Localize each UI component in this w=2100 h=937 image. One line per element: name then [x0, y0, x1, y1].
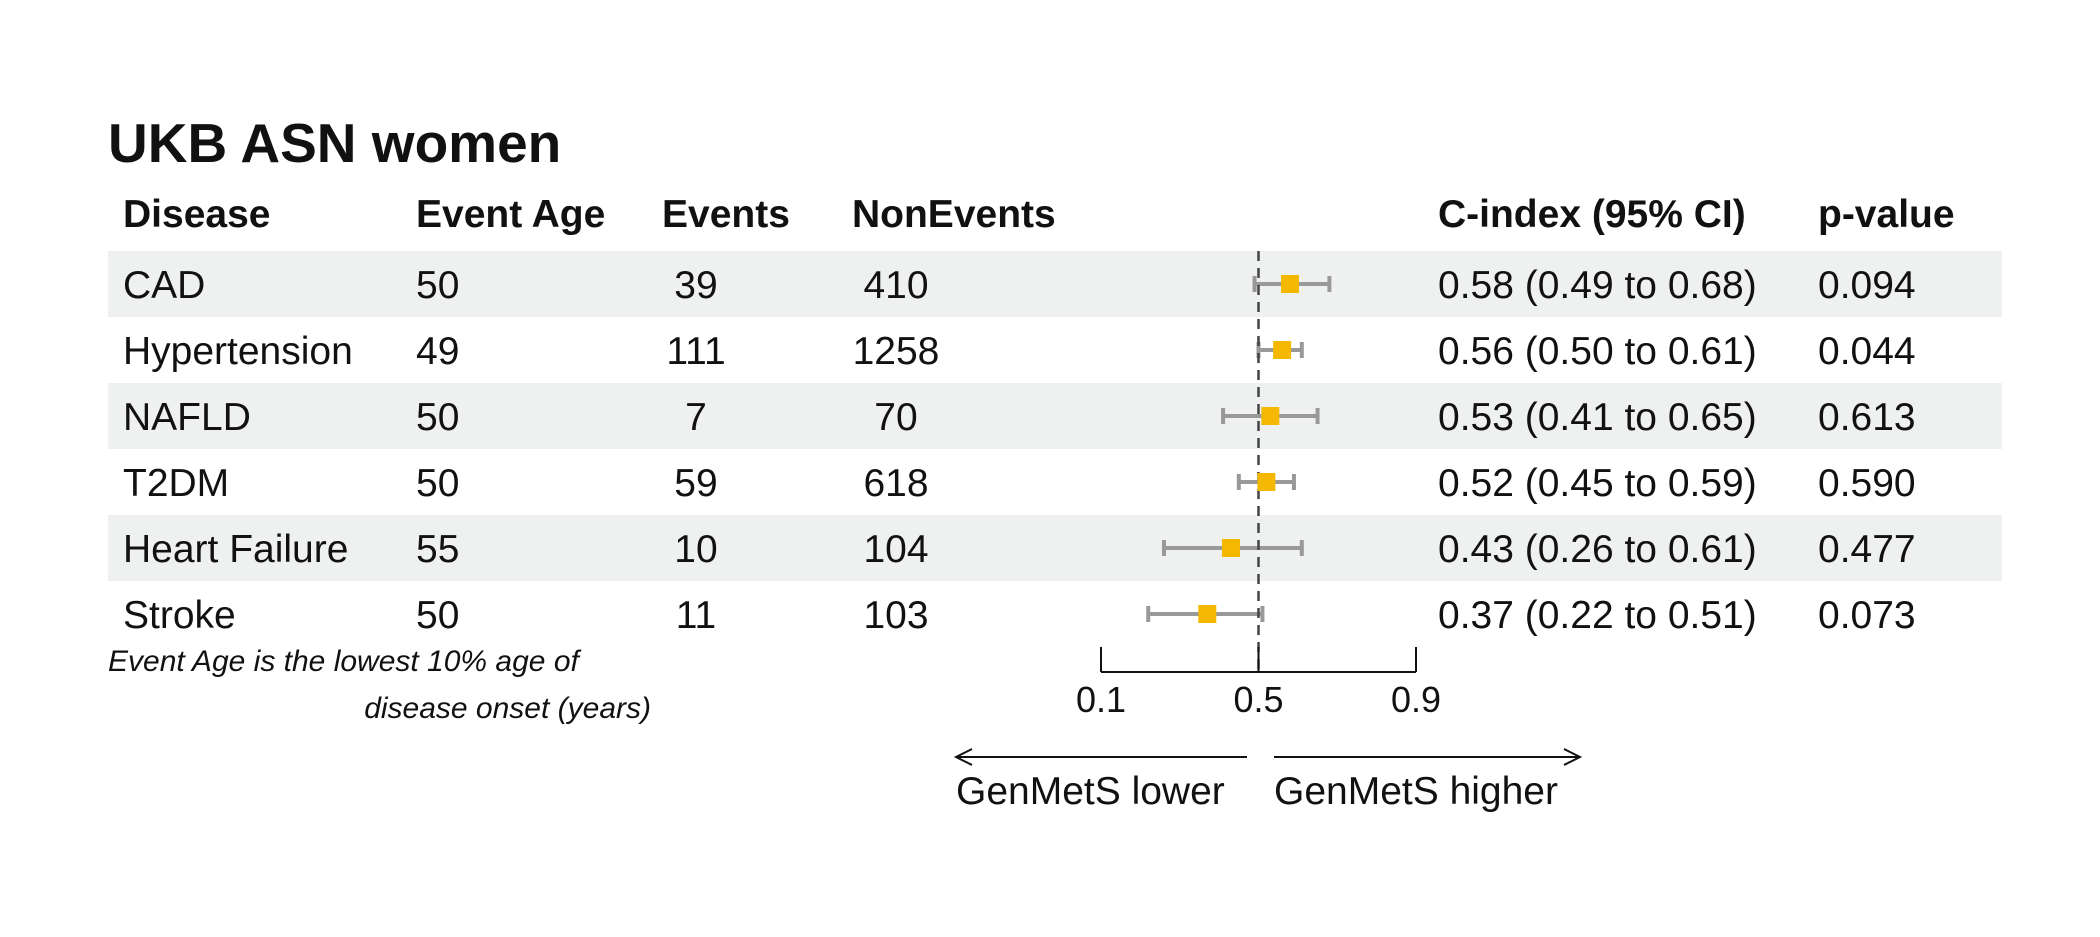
row-disease: Stroke — [123, 594, 236, 637]
x-axis: 0.1 0.5 0.9 — [1076, 647, 1441, 720]
row-nonevents: 103 — [863, 594, 928, 637]
footnote: Event Age is the lowest 10% age of disea… — [108, 645, 651, 725]
x-tick-label: 0.9 — [1391, 679, 1441, 720]
row-disease: CAD — [123, 264, 205, 307]
row-disease: T2DM — [123, 462, 229, 505]
row-event-age: 50 — [416, 396, 459, 439]
row-pvalue: 0.477 — [1818, 528, 1916, 571]
arrow-label-lower: GenMetS lower — [956, 770, 1225, 813]
row-event-age: 49 — [416, 330, 459, 373]
row-events: 39 — [674, 264, 717, 307]
row-disease: Hypertension — [123, 330, 353, 373]
row-disease: Heart Failure — [123, 528, 348, 571]
row-cindex: 0.52 (0.45 to 0.59) — [1438, 462, 1757, 505]
header-pvalue: p-value — [1818, 193, 1955, 236]
x-tick-label: 0.1 — [1076, 679, 1126, 720]
row-events: 111 — [666, 330, 725, 373]
arrow-label-higher: GenMetS higher — [1274, 770, 1558, 813]
arrow-left-head — [953, 748, 973, 766]
header-events: Events — [662, 193, 790, 236]
plot-marks — [1146, 251, 1332, 670]
header-disease: Disease — [123, 193, 270, 236]
x-tick-label: 0.5 — [1233, 679, 1283, 720]
row-cindex: 0.37 (0.22 to 0.51) — [1438, 594, 1757, 637]
row-cindex: 0.43 (0.26 to 0.61) — [1438, 528, 1757, 571]
row-pvalue: 0.044 — [1818, 330, 1916, 373]
row-events: 59 — [674, 462, 717, 505]
point-estimate — [1198, 605, 1217, 623]
direction-arrows — [953, 748, 1583, 766]
row-nonevents: 618 — [863, 462, 928, 505]
row-cindex: 0.58 (0.49 to 0.68) — [1438, 264, 1757, 307]
row-event-age: 50 — [416, 594, 459, 637]
footnote-line-2: disease onset (years) — [364, 692, 651, 725]
row-event-age: 50 — [416, 462, 459, 505]
row-stripe — [108, 251, 2002, 317]
row-event-age: 55 — [416, 528, 459, 571]
footnote-line-1: Event Age is the lowest 10% age of — [108, 645, 582, 678]
point-estimate — [1281, 275, 1299, 293]
row-events: 10 — [674, 528, 717, 571]
row-stripe — [108, 515, 2002, 581]
point-estimate — [1261, 407, 1280, 425]
table-rows: CAD 50 39 410 0.58 (0.49 to 0.68) 0.094 Hypert… — [123, 264, 1916, 637]
header-nonevents: NonEvents — [852, 193, 1056, 236]
row-event-age: 50 — [416, 264, 459, 307]
row-disease: NAFLD — [123, 396, 251, 439]
row-events: 11 — [676, 594, 717, 637]
row-pvalue: 0.613 — [1818, 396, 1916, 439]
chart-title: UKB ASN women — [108, 112, 561, 174]
row-stripes — [108, 251, 2002, 581]
row-nonevents: 70 — [874, 396, 917, 439]
header-cindex: C-index (95% CI) — [1438, 193, 1746, 236]
row-pvalue: 0.590 — [1818, 462, 1916, 505]
row-cindex: 0.56 (0.50 to 0.61) — [1438, 330, 1757, 373]
column-headers: Disease Event Age Events NonEvents C-ind… — [123, 193, 1955, 236]
row-nonevents: 410 — [863, 264, 928, 307]
row-nonevents: 1258 — [853, 330, 940, 373]
arrow-right-head — [1563, 748, 1583, 766]
row-events: 7 — [685, 396, 707, 439]
point-estimate — [1221, 539, 1240, 557]
row-pvalue: 0.073 — [1818, 594, 1916, 637]
row-nonevents: 104 — [863, 528, 928, 571]
point-estimate — [1273, 341, 1292, 359]
point-estimate — [1257, 473, 1276, 491]
header-event-age: Event Age — [416, 193, 605, 236]
row-stripe — [108, 383, 2002, 449]
row-pvalue: 0.094 — [1818, 264, 1916, 307]
row-cindex: 0.53 (0.41 to 0.65) — [1438, 396, 1757, 439]
